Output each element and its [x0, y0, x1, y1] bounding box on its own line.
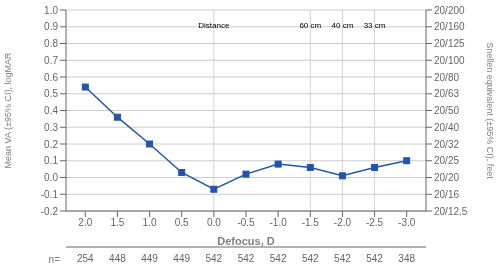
svg-text:348: 348 [398, 253, 415, 264]
svg-text:33 cm: 33 cm [364, 21, 386, 30]
svg-text:20/80: 20/80 [434, 72, 459, 83]
svg-text:n=: n= [49, 254, 61, 265]
svg-text:542: 542 [238, 253, 255, 264]
svg-text:-0.5: -0.5 [237, 217, 255, 228]
svg-text:20/63: 20/63 [434, 88, 459, 99]
svg-text:-0.1: -0.1 [41, 189, 59, 200]
svg-text:20/32: 20/32 [434, 139, 459, 150]
svg-text:448: 448 [109, 253, 126, 264]
svg-text:Defocus, D: Defocus, D [217, 235, 275, 247]
svg-text:1.0: 1.0 [143, 217, 157, 228]
svg-text:-1.0: -1.0 [270, 217, 288, 228]
svg-text:Distance: Distance [198, 21, 230, 30]
svg-text:20/12.5: 20/12.5 [434, 206, 468, 217]
svg-text:20/50: 20/50 [434, 105, 459, 116]
svg-text:20/20: 20/20 [434, 172, 459, 183]
svg-text:542: 542 [302, 253, 319, 264]
svg-text:0.0: 0.0 [207, 217, 221, 228]
svg-text:0.6: 0.6 [44, 72, 58, 83]
svg-text:449: 449 [141, 253, 158, 264]
svg-text:1.0: 1.0 [44, 5, 58, 16]
svg-text:-2.5: -2.5 [366, 217, 384, 228]
svg-text:20/160: 20/160 [434, 21, 465, 32]
svg-text:1.5: 1.5 [110, 217, 124, 228]
svg-text:0.0: 0.0 [44, 172, 58, 183]
svg-text:0.1: 0.1 [44, 155, 58, 166]
svg-text:542: 542 [206, 253, 223, 264]
svg-text:40 cm: 40 cm [332, 21, 354, 30]
svg-text:20/100: 20/100 [434, 55, 465, 66]
svg-text:20/25: 20/25 [434, 155, 459, 166]
svg-text:-0.2: -0.2 [41, 206, 59, 217]
svg-text:0.2: 0.2 [44, 139, 58, 150]
svg-text:542: 542 [366, 253, 383, 264]
svg-text:0.3: 0.3 [44, 122, 58, 133]
svg-text:Mean VA (±95% CI), logMAR: Mean VA (±95% CI), logMAR [8, 52, 13, 168]
svg-text:60 cm: 60 cm [299, 21, 321, 30]
svg-text:2.0: 2.0 [78, 217, 92, 228]
svg-text:542: 542 [270, 253, 287, 264]
svg-text:-2.0: -2.0 [334, 217, 352, 228]
svg-text:0.5: 0.5 [44, 88, 58, 99]
svg-text:Snellen equivalent (±95% CI),: Snellen equivalent (±95% CI), feet [485, 42, 492, 179]
svg-text:-3.0: -3.0 [398, 217, 416, 228]
svg-text:20/125: 20/125 [434, 38, 465, 49]
svg-text:20/40: 20/40 [434, 122, 459, 133]
svg-text:0.4: 0.4 [44, 105, 58, 116]
svg-text:0.8: 0.8 [44, 38, 58, 49]
svg-text:0.5: 0.5 [175, 217, 189, 228]
svg-text:449: 449 [173, 253, 190, 264]
svg-text:254: 254 [77, 253, 94, 264]
svg-text:0.9: 0.9 [44, 21, 58, 32]
svg-text:20/16: 20/16 [434, 189, 459, 200]
svg-text:542: 542 [334, 253, 351, 264]
svg-text:0.7: 0.7 [44, 55, 58, 66]
svg-text:-1.5: -1.5 [302, 217, 320, 228]
svg-text:20/200: 20/200 [434, 5, 465, 16]
